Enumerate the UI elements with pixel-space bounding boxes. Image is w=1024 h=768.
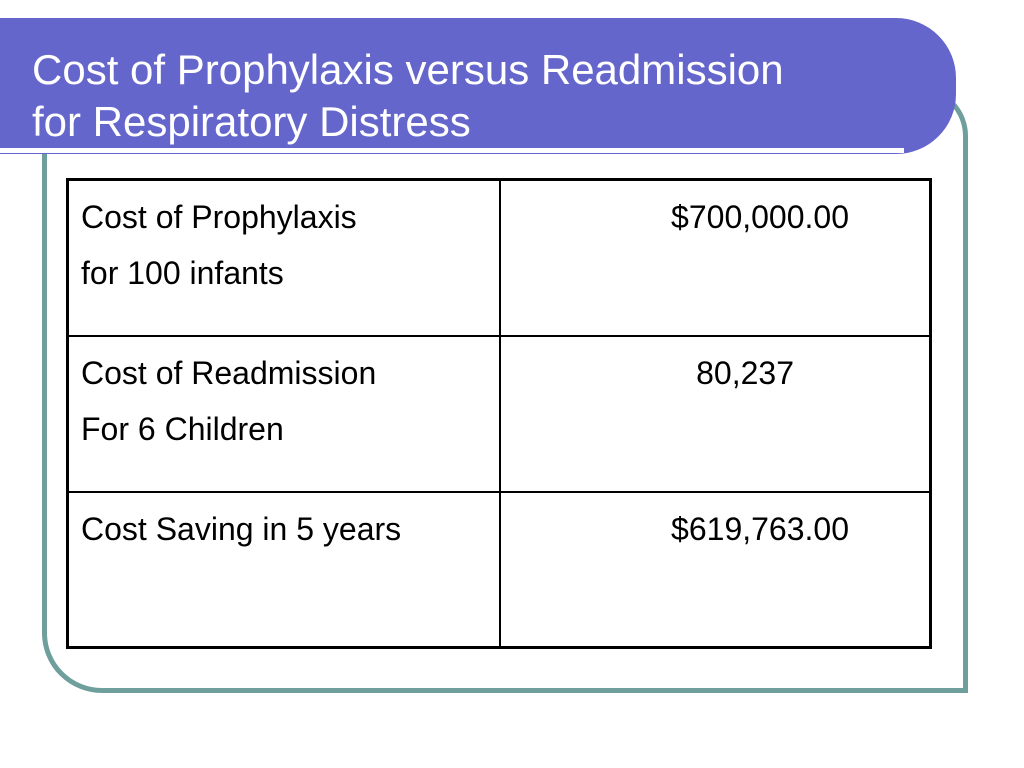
table-row: Cost of Readmission For 6 Children 80,23… [66, 334, 932, 493]
row-value-cell: 80,237 [498, 334, 932, 493]
table-row: Cost of Prophylaxis for 100 infants $700… [66, 178, 932, 337]
row-value-cell: $619,763.00 [498, 490, 932, 649]
row-value-cell: $700,000.00 [498, 178, 932, 337]
row-label-line-2: for 100 infants [81, 255, 284, 291]
row-label-cell: Cost of Readmission For 6 Children [66, 334, 501, 493]
row-label-cell: Cost Saving in 5 years [66, 490, 501, 649]
row-label-line-1: Cost of Readmission [81, 354, 377, 391]
row-value: 80,237 [696, 354, 794, 391]
slide-title-line-1: Cost of Prophylaxis versus Readmission [32, 46, 784, 93]
row-value: $700,000.00 [671, 199, 849, 235]
slide-title: Cost of Prophylaxis versus Readmission f… [32, 44, 932, 148]
title-banner: Cost of Prophylaxis versus Readmission f… [0, 18, 956, 154]
table-row: Cost Saving in 5 years $619,763.00 [66, 490, 932, 649]
row-label-line-1: Cost Saving in 5 years [81, 510, 402, 547]
row-label-line-1: Cost of Prophylaxis [81, 199, 357, 235]
slide-title-line-2: for Respiratory Distress [32, 98, 471, 145]
cost-table: Cost of Prophylaxis for 100 infants $700… [66, 178, 932, 649]
row-value: $619,763.00 [671, 510, 849, 547]
title-underline [0, 148, 904, 153]
row-label-cell: Cost of Prophylaxis for 100 infants [66, 178, 501, 337]
row-label-line-2: For 6 Children [81, 410, 284, 447]
